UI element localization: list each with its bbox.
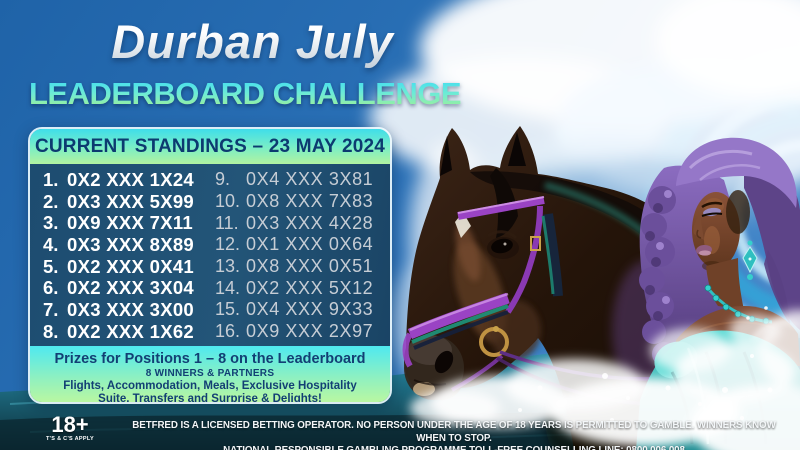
rank-label: 6. (43, 277, 59, 299)
prizes-details: Flights, Accommodation, Meals, Exclusive… (63, 380, 357, 404)
standings-header: CURRENT STANDINGS – 23 MAY 2024 (30, 129, 390, 164)
rank-label: 3. (43, 212, 59, 234)
terms-apply-label: T'S & C'S APPLY (46, 436, 94, 442)
masked-number: 0X3 XXX 3X00 (67, 298, 195, 320)
wave-foam (410, 306, 800, 450)
standings-row: 4. 0X3 XXX 8X89 (43, 234, 215, 256)
rank-label: 15. (215, 299, 241, 320)
teal-earring (742, 240, 758, 280)
rank-label: 8. (43, 320, 59, 342)
standings-row: 1. 0X2 XXX 1X24 (43, 169, 215, 191)
masked-number: 0X4 XXX 9X33 (246, 299, 374, 320)
standings-row: 3. 0X9 XXX 7X11 (43, 212, 215, 234)
masked-number: 0X2 XXX 1X62 (67, 320, 195, 342)
masked-number: 0X4 XXX 3X81 (246, 169, 374, 190)
rank-label: 7. (43, 298, 59, 320)
rank-label: 9. (215, 169, 231, 190)
disclaimer-line-1: BETFRED IS A LICENSED BETTING OPERATOR. … (132, 420, 776, 444)
rank-label: 10. (215, 191, 241, 212)
standings-row: 13. 0X8 XXX 0X51 (215, 256, 380, 278)
age-restriction-badge: 18+ T'S & C'S APPLY (34, 412, 106, 443)
standings-column-9-16: 9. 0X4 XXX 3X81 10. 0X8 XXX 7X83 11. 0X3 XX… (215, 169, 380, 343)
prizes-footer: Prizes for Positions 1 – 8 on the Leader… (30, 346, 390, 402)
rank-label: 16. (215, 321, 241, 342)
standings-row: 10. 0X8 XXX 7X83 (215, 191, 380, 213)
age-18-plus: 18+ (51, 412, 89, 437)
rank-label: 14. (215, 277, 241, 298)
rank-label: 5. (43, 255, 59, 277)
standings-table: 1. 0X2 XXX 1X24 2. 0X3 XXX 5X99 3. 0X9 XXX … (30, 164, 390, 346)
standings-row: 9. 0X4 XXX 3X81 (215, 169, 380, 191)
masked-number: 0X2 XXX 0X41 (67, 255, 195, 277)
masked-number: 0X9 XXX 2X97 (246, 321, 374, 342)
masked-number: 0X8 XXX 7X83 (246, 191, 374, 212)
masked-number: 0X2 XXX 5X12 (246, 277, 374, 298)
standings-row: 7. 0X3 XXX 3X00 (43, 299, 215, 321)
standings-row: 14. 0X2 XXX 5X12 (215, 277, 380, 299)
prizes-headline: Prizes for Positions 1 – 8 on the Leader… (54, 351, 366, 367)
rank-label: 4. (43, 233, 59, 255)
standings-row: 15. 0X4 XXX 9X33 (215, 299, 380, 321)
disclaimer-line-2: NATIONAL RESPONSIBLE GAMBLING PROGRAMME … (118, 445, 790, 450)
standings-row: 6. 0X2 XXX 3X04 (43, 277, 215, 299)
rank-label: 1. (43, 168, 59, 190)
rank-label: 2. (43, 190, 59, 212)
masked-number: 0X3 XXX 8X89 (67, 233, 195, 255)
standings-row: 8. 0X2 XXX 1X62 (43, 321, 215, 343)
masked-number: 0X9 XXX 7X11 (67, 212, 193, 234)
masked-number: 0X3 XXX 5X99 (67, 190, 195, 212)
event-main-title: LEADERBOARD CHALLENGE (8, 76, 482, 112)
event-script-title: Durban July (55, 14, 450, 69)
standings-row: 5. 0X2 XXX 0X41 (43, 256, 215, 278)
masked-number: 0X3 XXX 4X28 (246, 212, 374, 233)
masked-number: 0X1 XXX 0X64 (246, 234, 374, 255)
masked-number: 0X2 XXX 1X24 (67, 168, 195, 190)
standings-row: 2. 0X3 XXX 5X99 (43, 191, 215, 213)
responsible-gambling-disclaimer: BETFRED IS A LICENSED BETTING OPERATOR. … (118, 420, 790, 450)
rank-label: 13. (215, 256, 241, 277)
prizes-winners: 8 WINNERS & PARTNERS (145, 368, 275, 379)
rank-label: 11. (215, 212, 239, 233)
standings-column-1-8: 1. 0X2 XXX 1X24 2. 0X3 XXX 5X99 3. 0X9 XXX … (43, 169, 215, 343)
standings-row: 12. 0X1 XXX 0X64 (215, 234, 380, 256)
masked-number: 0X2 XXX 3X04 (67, 277, 195, 299)
leaderboard-panel: CURRENT STANDINGS – 23 MAY 2024 1. 0X2 XX… (28, 127, 392, 404)
rank-label: 12. (215, 234, 241, 255)
standings-row: 11. 0X3 XXX 4X28 (215, 212, 380, 234)
masked-number: 0X8 XXX 0X51 (246, 256, 374, 277)
standings-row: 16. 0X9 XXX 2X97 (215, 321, 380, 343)
